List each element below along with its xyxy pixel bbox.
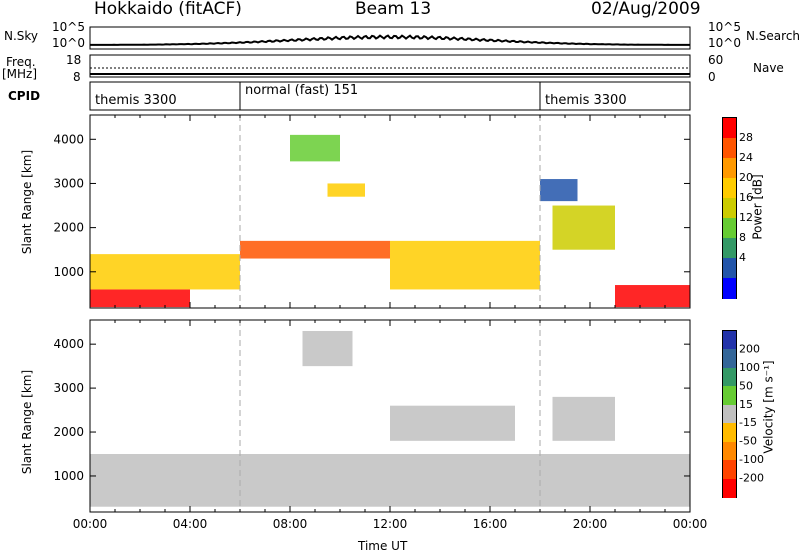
velocity-region-1: [302, 330, 353, 367]
nave-label: Nave: [753, 61, 784, 75]
velocity-region-3: [552, 396, 615, 441]
velocity-region-2: [390, 405, 515, 441]
power-colorbar-swatch-2: [723, 157, 736, 179]
sky-tick-bottom-left: 10^0: [52, 36, 85, 50]
freq-label-1: Freq.: [6, 55, 36, 69]
beam-title: Beam 13: [355, 0, 432, 19]
power-colorbar-swatch-7: [723, 258, 736, 279]
x-tick-label-3: 12:00: [373, 517, 408, 531]
freq-tick-top-left: 18: [66, 53, 82, 67]
power-ytick-label-3: 4000: [53, 132, 84, 146]
velocity-colorbar: [722, 330, 737, 498]
velocity-colorbar-swatch-2: [723, 367, 736, 388]
power-colorbar-tick-6: 4: [739, 251, 746, 264]
velocity-region-0: [90, 454, 690, 507]
power-region-4: [290, 134, 340, 162]
power-colorbar-tick-5: 8: [739, 231, 746, 244]
cpid-label: CPID: [8, 89, 41, 103]
sky-panel-frame: [89, 26, 691, 50]
power-colorbar-label: Power [dB]: [750, 174, 765, 240]
velocity-colorbar-tick-1: 100: [739, 361, 760, 374]
power-ytick-label-1: 2000: [53, 221, 84, 235]
cpid-segment-3: themis 3300: [545, 93, 627, 108]
velocity-colorbar-tick-0: 200: [739, 342, 760, 355]
sky-tick-top-left: 10^5: [52, 20, 85, 34]
cpid-segment-2: normal (fast) 151: [245, 83, 359, 98]
power-colorbar-tick-0: 28: [739, 131, 753, 144]
power-region-7: [540, 179, 578, 202]
power-ytick-label-0: 1000: [53, 265, 84, 279]
power-colorbar: [722, 117, 737, 299]
x-axis-label: Time UT: [358, 539, 408, 553]
x-tick-label-5: 20:00: [573, 517, 608, 531]
x-tick-label-4: 16:00: [473, 517, 508, 531]
power-colorbar-tick-2: 20: [739, 171, 753, 184]
velocity-colorbar-tick-7: -200: [739, 472, 764, 485]
velocity-colorbar-tick-5: -50: [739, 435, 757, 448]
power-colorbar-swatch-3: [723, 178, 736, 199]
cpid-segment-1: themis 3300: [95, 93, 177, 108]
velocity-colorbar-swatch-0: [723, 331, 736, 351]
velocity-colorbar-swatch-7: [723, 460, 736, 480]
power-colorbar-swatch-1: [723, 137, 736, 159]
power-colorbar-tick-4: 12: [739, 211, 753, 224]
velocity-colorbar-tick-3: 15: [739, 398, 753, 411]
freq-tick-bottom-left: 8: [73, 70, 81, 84]
power-colorbar-swatch-6: [723, 238, 736, 259]
sky-trace: [90, 34, 690, 46]
search-label: N.Search: [746, 29, 800, 43]
sky-label: N.Sky: [4, 29, 39, 43]
velocity-colorbar-swatch-5: [723, 423, 736, 443]
x-tick-label-6: 00:00: [673, 517, 708, 531]
power-colorbar-swatch-0: [723, 118, 736, 139]
freq-panel-frame: [89, 54, 691, 78]
power-colorbar-swatch-4: [723, 197, 736, 219]
velocity-ytick-label-1: 2000: [53, 425, 84, 439]
velocity-colorbar-tick-6: -100: [739, 453, 764, 466]
freq-label-2: [MHz]: [2, 67, 38, 81]
velocity-ytick-label-2: 3000: [53, 381, 84, 395]
power-colorbar-swatch-8: [723, 277, 736, 299]
power-region-0: [90, 289, 190, 308]
power-region-8: [615, 285, 690, 308]
power-region-3: [327, 183, 365, 197]
x-tick-label-1: 04:00: [173, 517, 208, 531]
power-colorbar-tick-1: 24: [739, 151, 753, 164]
date-title: 02/Aug/2009: [591, 0, 701, 19]
velocity-ytick-label-0: 1000: [53, 469, 84, 483]
freq-tick-bottom-right: 0: [708, 70, 716, 84]
velocity-colorbar-swatch-8: [723, 478, 736, 498]
x-tick-label-2: 08:00: [273, 517, 308, 531]
velocity-colorbar-swatch-6: [723, 441, 736, 461]
x-tick-label-0: 00:00: [73, 517, 108, 531]
power-region-1: [90, 254, 240, 290]
power-region-5: [390, 240, 540, 290]
velocity-colorbar-tick-2: 50: [739, 379, 753, 392]
sky-tick-top-right: 10^5: [708, 20, 741, 34]
power-colorbar-tick-3: 16: [739, 191, 753, 204]
velocity-colorbar-label: Velocity [m s⁻¹]: [761, 360, 776, 454]
sky-tick-bottom-right: 10^0: [708, 36, 741, 50]
velocity-colorbar-swatch-3: [723, 386, 736, 406]
power-region-2: [240, 240, 390, 259]
velocity-colorbar-swatch-4: [723, 404, 736, 425]
power-region-6: [552, 205, 615, 250]
velocity-ytick-label-3: 4000: [53, 337, 84, 351]
site-title: Hokkaido (fitACF): [94, 0, 242, 19]
power-ytick-label-2: 3000: [53, 176, 84, 190]
cpid-panel-frame: [89, 81, 691, 111]
velocity-colorbar-tick-4: -15: [739, 416, 757, 429]
velocity-colorbar-swatch-1: [723, 349, 736, 369]
power-colorbar-swatch-5: [723, 218, 736, 239]
freq-tick-top-right: 60: [708, 53, 724, 67]
